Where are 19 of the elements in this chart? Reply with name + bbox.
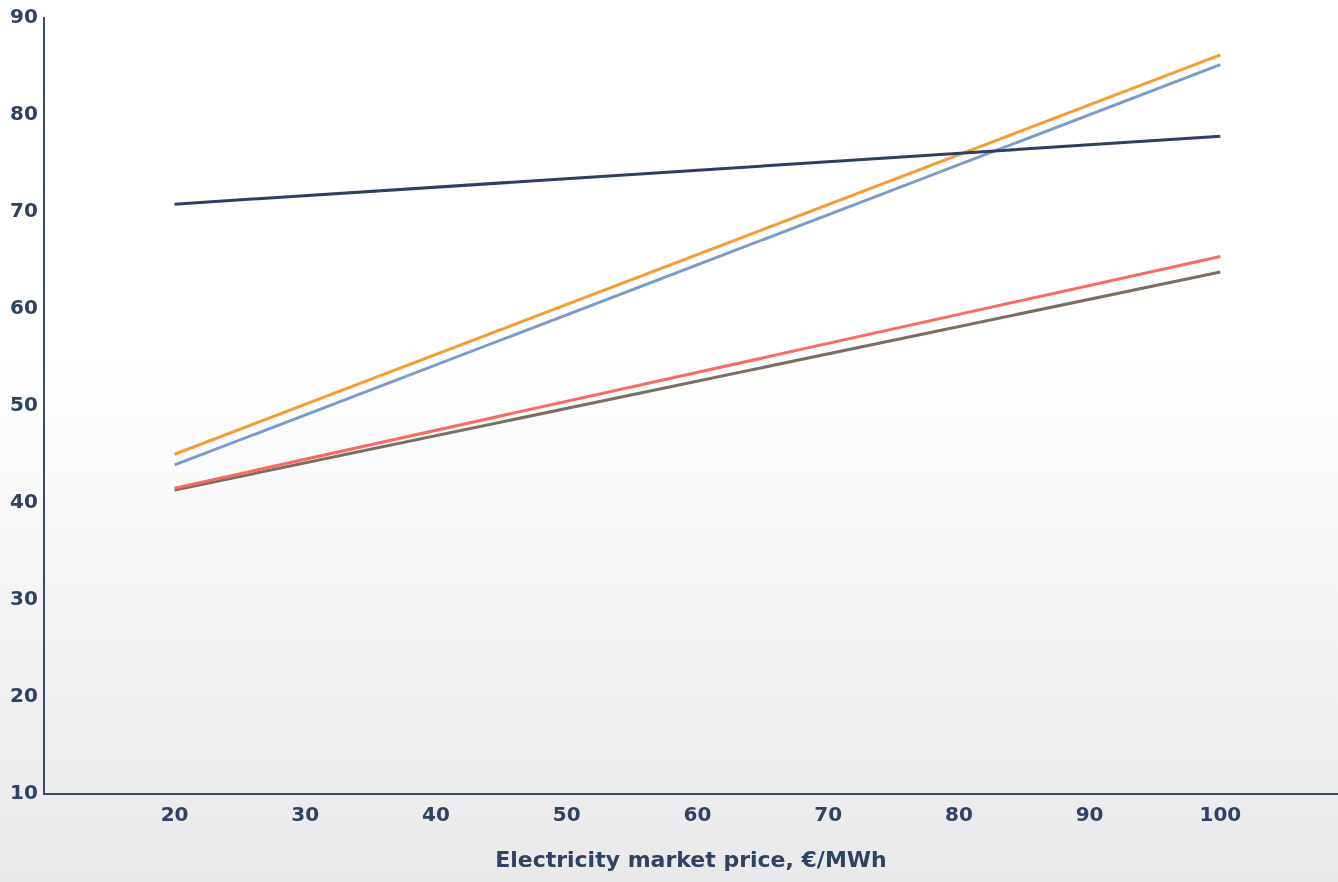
y-tick-label: 30 (9, 585, 38, 610)
x-axis-title: Electricity market price, €/MWh (495, 846, 887, 872)
y-tick-label: 40 (9, 488, 38, 513)
y-tick-label: 70 (9, 198, 38, 223)
y-tick-label: 60 (9, 295, 38, 320)
y-tick-label: 90 (9, 4, 38, 29)
x-tick-label: 50 (552, 801, 581, 826)
x-tick-label: 30 (291, 801, 320, 826)
x-tick-label: 70 (814, 801, 843, 826)
x-tick-label: 90 (1075, 801, 1104, 826)
y-tick-label: 20 (9, 682, 38, 707)
y-tick-label: 50 (9, 392, 38, 416)
y-tick-label: 10 (9, 779, 38, 804)
x-tick-label: 20 (160, 801, 189, 826)
y-tick-label: 80 (9, 101, 38, 126)
x-tick-label: 40 (422, 801, 450, 826)
x-tick-label: 100 (1199, 801, 1242, 826)
x-tick-label: 60 (683, 801, 712, 826)
x-tick-label: 80 (944, 801, 973, 826)
